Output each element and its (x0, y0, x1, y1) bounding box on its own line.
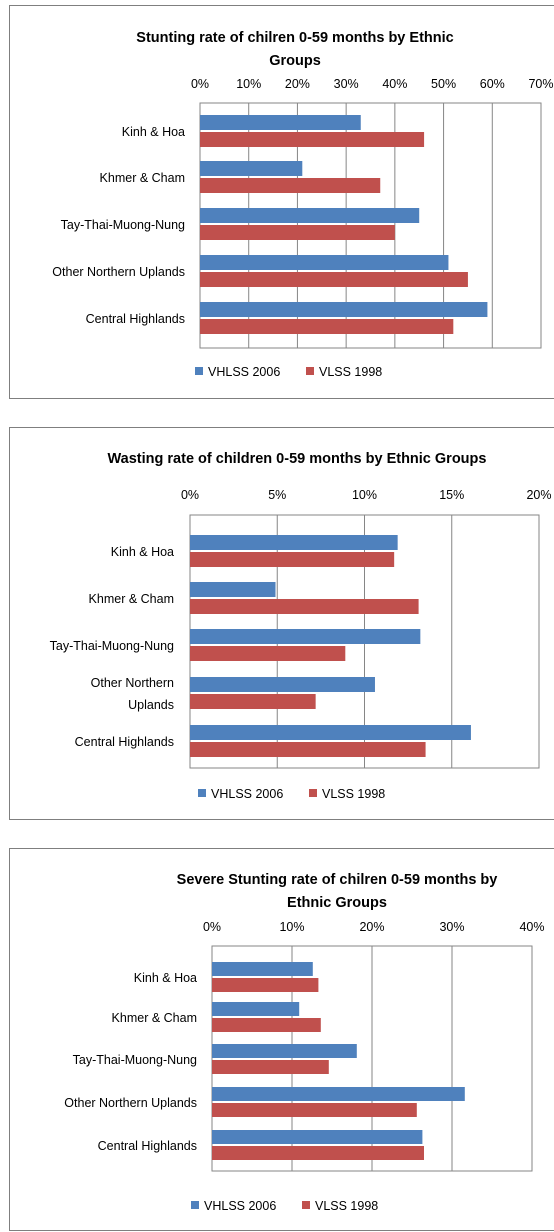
bar-vlss-1998 (190, 552, 394, 567)
bar-vlss-1998 (212, 1146, 424, 1160)
legend-swatch (309, 789, 317, 797)
category-label: Other Northern Uplands (52, 265, 185, 279)
bar-vlss-1998 (190, 694, 316, 709)
bar-vlss-1998 (200, 132, 424, 147)
bar-vhlss-2006 (200, 161, 302, 176)
bar-vhlss-2006 (200, 302, 487, 317)
bar-vhlss-2006 (200, 208, 419, 223)
legend-label: VLSS 1998 (315, 1199, 378, 1213)
x-tick-label: 20% (526, 488, 551, 502)
x-tick-label: 10% (279, 920, 304, 934)
category-label: Tay-Thai-Muong-Nung (73, 1053, 197, 1067)
x-tick-label: 60% (480, 77, 505, 91)
chart-panel-severe-stunting: Severe Stunting rate of chilren 0-59 mon… (9, 848, 554, 1231)
bar-vlss-1998 (190, 599, 419, 614)
chart-wasting: Wasting rate of children 0-59 months by … (10, 428, 554, 821)
chart-title-line: Groups (269, 53, 321, 69)
x-tick-label: 0% (181, 488, 199, 502)
bar-vlss-1998 (190, 646, 345, 661)
bar-vlss-1998 (212, 1018, 321, 1032)
category-label: Central Highlands (75, 735, 174, 749)
bar-vhlss-2006 (212, 962, 313, 976)
bar-vlss-1998 (200, 319, 453, 334)
x-tick-label: 0% (203, 920, 221, 934)
bar-vhlss-2006 (190, 535, 398, 550)
category-label: Tay-Thai-Muong-Nung (61, 218, 185, 232)
category-label: Central Highlands (86, 312, 185, 326)
chart-title-line: Stunting rate of chilren 0-59 months by … (136, 30, 453, 46)
legend-label: VLSS 1998 (322, 787, 385, 801)
x-tick-label: 15% (439, 488, 464, 502)
bar-vlss-1998 (212, 1060, 329, 1074)
category-label: Khmer & Cham (100, 171, 185, 185)
x-tick-label: 50% (431, 77, 456, 91)
bar-vhlss-2006 (200, 115, 361, 130)
x-tick-label: 10% (352, 488, 377, 502)
x-tick-label: 5% (268, 488, 286, 502)
bar-vlss-1998 (200, 225, 395, 240)
legend-label: VHLSS 2006 (208, 365, 280, 379)
bar-vhlss-2006 (212, 1087, 465, 1101)
chart-title-line: Ethnic Groups (287, 895, 387, 911)
category-label: Khmer & Cham (112, 1011, 197, 1025)
category-label: Central Highlands (98, 1139, 197, 1153)
legend-label: VHLSS 2006 (204, 1199, 276, 1213)
category-label: Other Northern (91, 676, 174, 690)
x-tick-label: 20% (285, 77, 310, 91)
category-label: Uplands (128, 698, 174, 712)
category-label: Khmer & Cham (89, 592, 174, 606)
bar-vlss-1998 (200, 178, 380, 193)
legend-label: VHLSS 2006 (211, 787, 283, 801)
x-tick-label: 70% (528, 77, 553, 91)
category-label: Kinh & Hoa (134, 971, 197, 985)
legend-swatch (302, 1201, 310, 1209)
legend-swatch (195, 367, 203, 375)
bar-vlss-1998 (212, 1103, 417, 1117)
category-label: Kinh & Hoa (122, 125, 185, 139)
bar-vhlss-2006 (212, 1044, 357, 1058)
x-tick-label: 30% (439, 920, 464, 934)
legend-swatch (306, 367, 314, 375)
chart-title-line: Severe Stunting rate of chilren 0-59 mon… (177, 872, 498, 888)
x-tick-label: 20% (359, 920, 384, 934)
x-tick-label: 30% (334, 77, 359, 91)
chart-panel-wasting: Wasting rate of children 0-59 months by … (9, 427, 554, 820)
x-tick-label: 0% (191, 77, 209, 91)
legend-label: VLSS 1998 (319, 365, 382, 379)
legend-swatch (191, 1201, 199, 1209)
x-tick-label: 40% (382, 77, 407, 91)
legend-swatch (198, 789, 206, 797)
bar-vlss-1998 (212, 978, 318, 992)
bar-vhlss-2006 (190, 629, 420, 644)
chart-panel-stunting: Stunting rate of chilren 0-59 months by … (9, 5, 554, 399)
bar-vlss-1998 (200, 272, 468, 287)
chart-stunting: Stunting rate of chilren 0-59 months by … (10, 6, 554, 400)
chart-severe-stunting: Severe Stunting rate of chilren 0-59 mon… (10, 849, 554, 1232)
bar-vhlss-2006 (190, 582, 276, 597)
category-label: Kinh & Hoa (111, 545, 174, 559)
bar-vhlss-2006 (212, 1002, 299, 1016)
bar-vhlss-2006 (190, 677, 375, 692)
bar-vhlss-2006 (212, 1130, 422, 1144)
x-tick-label: 40% (519, 920, 544, 934)
bar-vlss-1998 (190, 742, 426, 757)
bar-vhlss-2006 (200, 255, 448, 270)
chart-title-line: Wasting rate of children 0-59 months by … (108, 451, 487, 467)
category-label: Other Northern Uplands (64, 1096, 197, 1110)
x-tick-label: 10% (236, 77, 261, 91)
bar-vhlss-2006 (190, 725, 471, 740)
category-label: Tay-Thai-Muong-Nung (50, 639, 174, 653)
